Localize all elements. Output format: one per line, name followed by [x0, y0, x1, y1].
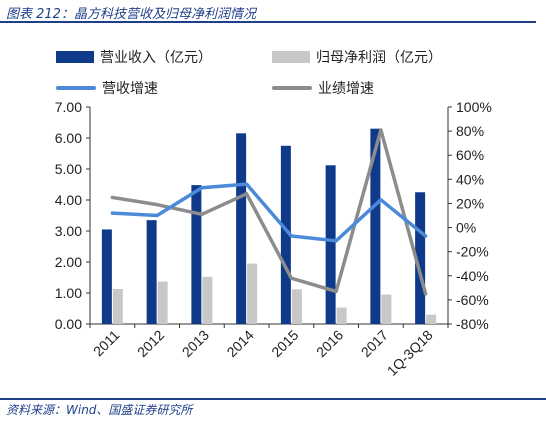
legend-profit: 归母净利润（亿元） — [272, 47, 442, 67]
legend-label-revenue-growth: 营收增速 — [102, 81, 158, 97]
bar-revenue — [415, 192, 426, 324]
right-tick-label: 80% — [456, 123, 484, 139]
bottom-rule — [0, 398, 546, 400]
legend-label-profit: 归母净利润（亿元） — [316, 50, 442, 66]
bar-net-profit — [157, 281, 168, 324]
bar-revenue — [325, 165, 336, 324]
right-tick-label: -40% — [456, 268, 489, 284]
left-tick-label: 6.00 — [55, 130, 82, 146]
left-tick-label: 7.00 — [55, 99, 82, 115]
bar-net-profit — [291, 289, 302, 324]
bar-net-profit — [247, 263, 258, 324]
right-tick-label: 60% — [456, 147, 484, 163]
legend-label-earnings-growth: 业绩增速 — [318, 81, 374, 97]
x-tick-label: 2011 — [90, 327, 123, 360]
legend-swatch-revenue — [56, 51, 94, 63]
right-tick-label: 100% — [456, 99, 492, 115]
right-tick-label: 0% — [456, 220, 476, 236]
x-tick-label: 2013 — [179, 327, 212, 360]
legend-swatch-earnings-growth — [272, 86, 312, 90]
bar-net-profit — [112, 288, 123, 324]
source-note: 资料来源：Wind、国盛证券研究所 — [6, 403, 193, 417]
bar-net-profit — [426, 314, 437, 324]
bar-revenue — [146, 220, 157, 324]
left-tick-label: 5.00 — [55, 161, 82, 177]
x-tick-label: 2015 — [268, 327, 301, 360]
bar-revenue — [191, 185, 202, 324]
right-tick-label: 40% — [456, 171, 484, 187]
top-rule — [0, 21, 536, 23]
x-tick-label: 2012 — [134, 327, 167, 360]
left-tick-label: 3.00 — [55, 223, 82, 239]
line-revenue-growth — [110, 182, 428, 243]
legend-revenue-growth: 营收增速 — [56, 78, 158, 98]
right-tick-label: 20% — [456, 195, 484, 211]
bar-revenue — [370, 128, 381, 324]
bar-net-profit — [381, 294, 392, 324]
left-tick-label: 4.00 — [55, 192, 82, 208]
chart-canvas: 0.00 1.00 2.00 3.00 4.00 5.00 6.00 7.00 -80% -60%… — [55, 99, 492, 379]
left-tick-label: 1.00 — [55, 285, 82, 301]
legend-earnings-growth: 业绩增速 — [272, 78, 374, 98]
bar-net-profit — [202, 276, 213, 324]
x-tick-label: 2014 — [223, 327, 256, 360]
right-tick-label: -80% — [456, 316, 489, 332]
left-tick-label: 2.00 — [55, 254, 82, 270]
figure-caption: 图表 212：晶方科技营收及归母净利润情况 — [6, 7, 256, 22]
x-tick-label: 2017 — [358, 327, 391, 360]
legend-swatch-profit — [272, 51, 310, 63]
line-earnings-growth — [110, 128, 428, 296]
legend-label-revenue: 营业收入（亿元） — [100, 50, 212, 66]
bar-revenue — [280, 145, 291, 324]
right-tick-label: -20% — [456, 244, 489, 260]
legend-swatch-revenue-growth — [56, 86, 96, 90]
x-tick-label: 1Q-3Q18 — [384, 327, 436, 379]
bar-net-profit — [336, 307, 347, 324]
right-tick-label: -60% — [456, 292, 489, 308]
x-tick-label: 2016 — [313, 327, 346, 360]
bar-revenue — [236, 133, 247, 324]
bar-revenue — [101, 229, 112, 324]
legend-revenue: 营业收入（亿元） — [56, 47, 212, 67]
left-tick-label: 0.00 — [55, 316, 82, 332]
